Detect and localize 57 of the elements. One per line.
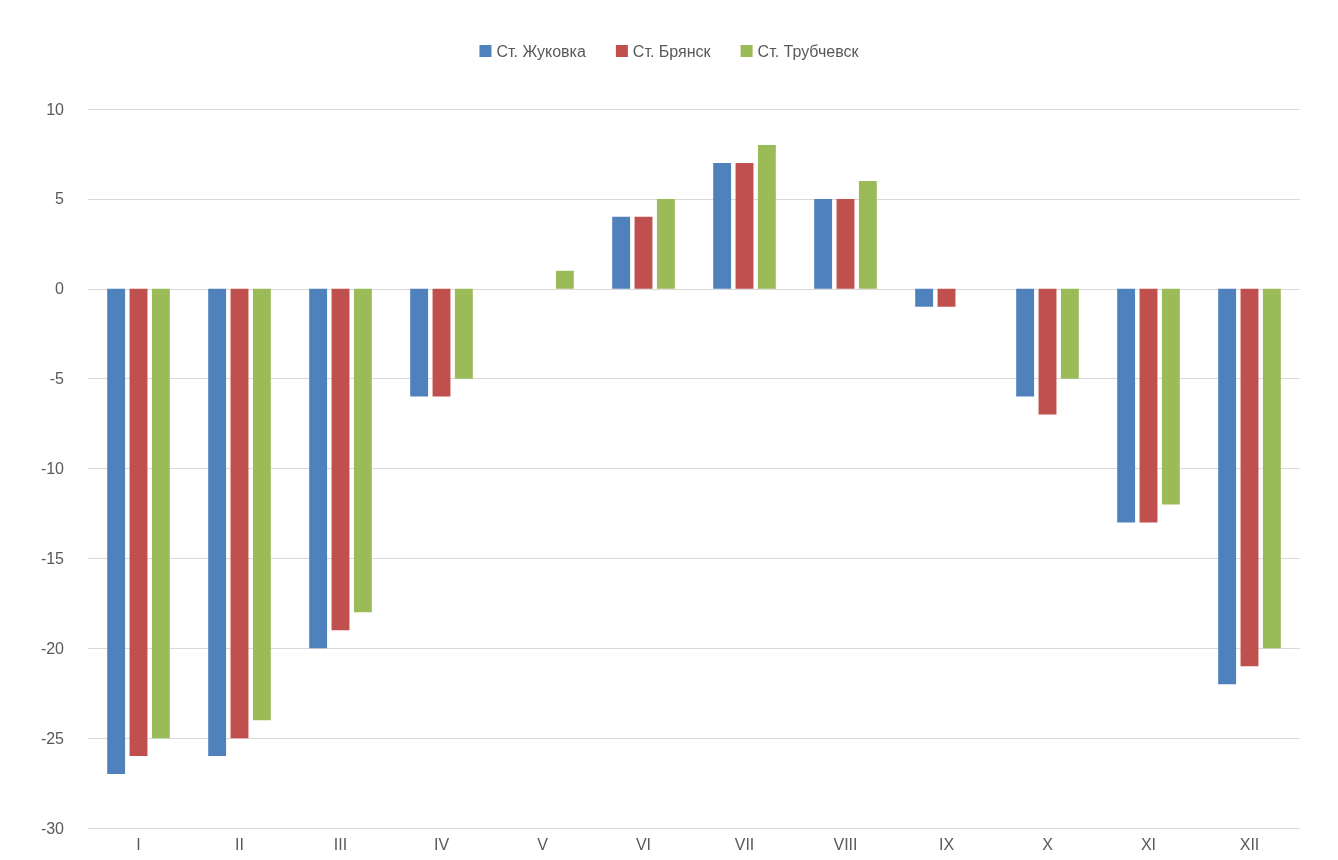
- x-tick-label: VII: [734, 835, 755, 853]
- legend-label: Ст. Трубчевск: [757, 42, 860, 60]
- x-tick-label: IX: [938, 835, 955, 853]
- bar: [915, 288, 934, 307]
- bar: [735, 162, 754, 289]
- bar: [1161, 288, 1180, 505]
- x-tick-label: V: [537, 835, 549, 853]
- bar: [757, 144, 776, 289]
- bar: [107, 288, 126, 775]
- y-tick-label: -30: [40, 819, 65, 837]
- bar: [656, 198, 675, 289]
- bar: [1139, 288, 1158, 523]
- x-tick-label: VI: [635, 835, 652, 853]
- bar: [353, 288, 372, 613]
- x-tick-label: II: [235, 835, 244, 853]
- x-tick-label: XII: [1239, 835, 1260, 853]
- bar: [1016, 288, 1035, 397]
- bar: [634, 216, 653, 289]
- x-tick-label: XI: [1140, 835, 1157, 853]
- bar: [1218, 288, 1237, 685]
- legend-label: Ст. Брянск: [632, 42, 712, 60]
- x-tick-label: VIII: [833, 835, 858, 853]
- x-tick-label: III: [333, 835, 348, 853]
- bar: [432, 288, 451, 397]
- y-tick-label: 10: [46, 100, 65, 118]
- bar: [151, 288, 170, 739]
- x-tick-label: X: [1042, 835, 1054, 853]
- bar: [454, 288, 473, 379]
- bar: [612, 216, 631, 289]
- y-tick-label: 5: [55, 190, 65, 208]
- bar: [1060, 288, 1079, 379]
- legend-label: Ст. Жуковка: [496, 42, 586, 60]
- bar: [1262, 288, 1281, 649]
- bar: [814, 198, 833, 289]
- bar: [937, 288, 956, 307]
- bar: [1117, 288, 1136, 523]
- bar: [713, 162, 732, 289]
- x-tick-label: IV: [433, 835, 450, 853]
- y-tick-label: 0: [55, 280, 65, 298]
- y-tick-label: -5: [49, 370, 65, 388]
- bar: [129, 288, 148, 757]
- bar: [410, 288, 429, 397]
- bar: [230, 288, 249, 739]
- bar: [309, 288, 328, 649]
- bar: [208, 288, 227, 757]
- bar: [858, 180, 877, 289]
- bar: [1240, 288, 1259, 667]
- bar: [836, 198, 855, 289]
- y-tick-label: -15: [40, 549, 65, 567]
- x-tick-label: I: [136, 835, 141, 853]
- bar: [252, 288, 271, 721]
- y-tick-label: -20: [40, 639, 65, 657]
- bar: [1038, 288, 1057, 415]
- y-tick-label: -10: [40, 460, 65, 477]
- y-tick-label: -25: [40, 729, 65, 747]
- bar: [555, 270, 574, 289]
- bar: [331, 288, 350, 631]
